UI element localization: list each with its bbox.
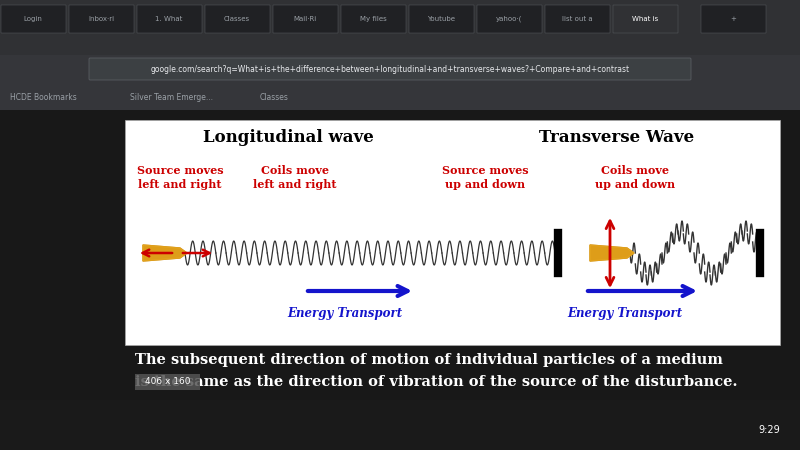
Text: Energy Transport: Energy Transport bbox=[567, 307, 682, 320]
Text: google.com/search?q=What+is+the+difference+between+longitudinal+and+transverse+w: google.com/search?q=What+is+the+differen… bbox=[150, 64, 630, 73]
Text: Classes: Classes bbox=[260, 93, 289, 102]
Text: Energy Transport: Energy Transport bbox=[287, 307, 402, 320]
Bar bbox=[0, 400, 800, 450]
Text: Source moves
up and down: Source moves up and down bbox=[442, 165, 528, 190]
Bar bbox=[125, 120, 780, 345]
Text: 1. What: 1. What bbox=[155, 16, 182, 22]
Text: My files: My files bbox=[360, 16, 386, 22]
Text: The subsequent direction of motion of individual particles of a medium: The subsequent direction of motion of in… bbox=[135, 353, 723, 367]
Bar bbox=[0, 55, 800, 85]
Text: Silver Team Emerge...: Silver Team Emerge... bbox=[130, 93, 213, 102]
Text: Transverse Wave: Transverse Wave bbox=[538, 130, 694, 147]
Text: Inbox·ri: Inbox·ri bbox=[88, 16, 114, 22]
Bar bbox=[613, 5, 678, 33]
Polygon shape bbox=[590, 245, 634, 261]
Bar bbox=[701, 5, 766, 33]
Text: +: + bbox=[730, 16, 736, 22]
Bar bbox=[273, 5, 338, 33]
Bar bbox=[545, 5, 610, 33]
Text: HCDE Bookmarks: HCDE Bookmarks bbox=[10, 93, 77, 102]
Bar bbox=[205, 5, 270, 33]
FancyBboxPatch shape bbox=[89, 58, 691, 80]
Text: 9:29: 9:29 bbox=[758, 425, 780, 435]
Text: list out a: list out a bbox=[562, 16, 592, 22]
Text: Longitudinal wave: Longitudinal wave bbox=[203, 130, 374, 147]
Text: Classes: Classes bbox=[224, 16, 250, 22]
Text: Mail·Ri: Mail·Ri bbox=[294, 16, 317, 22]
Bar bbox=[477, 5, 542, 33]
Text: Coils move
left and right: Coils move left and right bbox=[254, 165, 337, 190]
Bar bbox=[69, 5, 134, 33]
Polygon shape bbox=[143, 245, 187, 261]
Text: is the same as the direction of vibration of the source of the disturbance.: is the same as the direction of vibratio… bbox=[135, 375, 738, 389]
Bar bbox=[409, 5, 474, 33]
Bar bbox=[1, 5, 66, 33]
Bar bbox=[0, 110, 800, 400]
Text: Login: Login bbox=[23, 16, 42, 22]
Bar bbox=[341, 5, 406, 33]
Text: Youtube: Youtube bbox=[427, 16, 455, 22]
Polygon shape bbox=[143, 245, 187, 261]
Bar bbox=[137, 5, 202, 33]
Text: Coils move
up and down: Coils move up and down bbox=[595, 165, 675, 190]
Text: 406 x 160: 406 x 160 bbox=[146, 378, 190, 387]
Bar bbox=[135, 374, 200, 390]
Text: Source moves
left and right: Source moves left and right bbox=[137, 165, 223, 190]
Polygon shape bbox=[590, 245, 634, 261]
Bar bbox=[0, 85, 800, 110]
Text: yahoo·(: yahoo·( bbox=[496, 16, 522, 22]
Bar bbox=[0, 0, 800, 55]
Text: What is: What is bbox=[632, 16, 658, 22]
